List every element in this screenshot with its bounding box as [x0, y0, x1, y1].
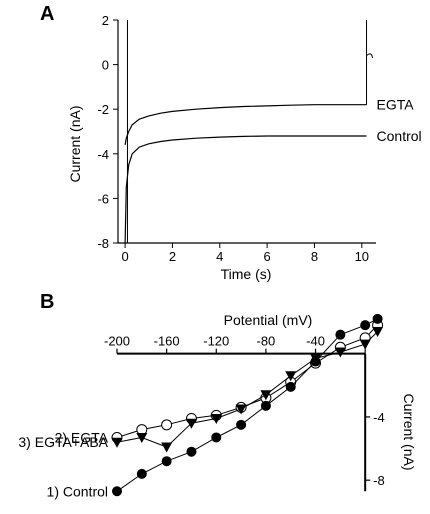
panel-b-point-egta-aba: [111, 437, 123, 448]
panel-b-xtick-label: -200: [104, 334, 130, 349]
panel-b-point-control: [310, 356, 321, 367]
panel-b-xlabel: Potential (mV): [224, 312, 313, 328]
panel-b-point-egta-aba: [235, 404, 247, 415]
panel-b-ytick-label: -8: [373, 473, 385, 488]
panel-b-xtick-label: -160: [154, 334, 180, 349]
panel-b-point-egta-aba: [285, 371, 297, 382]
panel-b-point-control: [112, 486, 122, 497]
panel-b-ylabel: Current (nA): [401, 393, 417, 470]
panel-a-label: A: [40, 3, 54, 25]
panel-b-point-egta-aba: [185, 418, 197, 429]
panel-a-ticks: 2 0 -2 -4 -6 -8 0 2 4 6 8 10: [97, 13, 369, 264]
panel-a: A 2 0 -2 -4 -6 -8 0 2 4 6 8 10 EGTA Control Time (s)…: [40, 3, 422, 282]
panel-a-offset-transient: [366, 20, 374, 105]
panel-b-point-control: [186, 446, 197, 457]
panel-b-line-2: [116, 331, 378, 448]
panel-b-xtick-label: -80: [257, 334, 276, 349]
panel-b-point-control: [260, 400, 271, 411]
panel-b-point-egta-aba: [359, 339, 371, 350]
panel-b-point-egta-aba: [210, 413, 222, 424]
panel-b-point-egta-aba: [161, 442, 173, 453]
panel-b-series-label: 2) EGTA: [55, 429, 109, 445]
panel-a-xtick-label: 8: [311, 249, 318, 264]
panel-a-ytick-label: 0: [102, 58, 109, 73]
panel-b-point-control: [236, 419, 247, 430]
panel-b-point-control: [372, 313, 383, 324]
panel-a-trace-egta: [124, 104, 367, 146]
panel-b-point-egta-aba: [136, 432, 148, 443]
panel-b-point-control: [161, 456, 172, 467]
panel-b-series-label: 1) Control: [47, 483, 108, 499]
panel-a-ytick-label: -2: [97, 102, 109, 117]
panel-a-axes: [117, 20, 376, 244]
panel-b-point-egta: [161, 419, 173, 431]
panel-b-point-control: [360, 320, 371, 331]
panel-a-xtick-label: 10: [355, 249, 369, 264]
panel-b-axes: [117, 352, 367, 492]
panel-a-series: EGTA Control: [124, 20, 422, 244]
panel-a-ytick-label: 2: [102, 13, 109, 28]
panel-b-point-egta-aba: [372, 326, 384, 337]
panel-a-xtick-label: 0: [121, 249, 128, 264]
panel-b: B Potential (mV) Current (nA) -200 -160 -1…: [18, 291, 417, 499]
panel-a-ylabel: Current (nA): [67, 105, 83, 182]
panel-b-point-control: [211, 432, 222, 443]
panel-b-label: B: [40, 291, 54, 313]
panel-b-ytick-label: -4: [373, 410, 385, 425]
panel-b-series: [111, 313, 384, 497]
panel-b-point-control: [335, 329, 346, 340]
panel-a-xtick-label: 4: [216, 249, 223, 264]
panel-a-ytick-label: -4: [97, 147, 109, 162]
panel-a-ytick-label: -6: [97, 191, 109, 206]
panel-b-xtick-label: -40: [306, 334, 325, 349]
panel-a-xtick-label: 2: [169, 249, 176, 264]
panel-b-point-control: [285, 381, 296, 392]
panel-b-point-egta-aba: [334, 347, 346, 358]
panel-b-point-control: [136, 468, 147, 479]
panel-a-series-label: Control: [377, 128, 422, 144]
panel-b-series-label: 3) EGTA+ABA: [18, 434, 108, 450]
panel-b-point-egta-aba: [260, 390, 272, 401]
panel-a-xtick-label: 6: [264, 249, 271, 264]
panel-b-xtick-label: -120: [203, 334, 229, 349]
panel-a-ytick-label: -8: [97, 236, 109, 251]
panel-a-trace-control: [124, 135, 367, 244]
panel-a-series-label: EGTA: [377, 97, 415, 113]
panel-b-ticks: -200-160-120-80-400-4-8: [104, 334, 385, 489]
panel-a-xlabel: Time (s): [221, 266, 272, 282]
